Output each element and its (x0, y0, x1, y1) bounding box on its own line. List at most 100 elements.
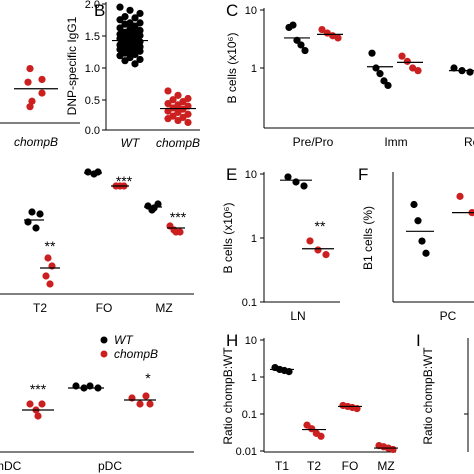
panel-e-wt-point (292, 178, 300, 186)
panel-d-chompb-point (176, 228, 184, 236)
panel-d-wt-point (28, 208, 36, 216)
panel-c-chompb-point (414, 67, 422, 75)
panel-b-ylabel: DNP-specific IgG1 (65, 16, 79, 115)
panel-d-wt-point (36, 210, 44, 218)
panel-a-point (28, 97, 36, 105)
panel-b: B 0.0 0.5 1.0 1.5 2.0 DNP-specific IgG1 … (65, 0, 200, 150)
panel-b-ytick-2: 1.0 (85, 63, 100, 75)
panel-h-ytick-0.01: 0.01 (236, 446, 257, 458)
panel-d-sig-mz: *** (170, 209, 187, 225)
panel-d: T2 FO MZ ** *** *** (0, 168, 194, 315)
panel-a-point (24, 78, 32, 86)
panel-c-points (284, 21, 474, 90)
panel-g-chompb-point (136, 400, 144, 408)
panel-d-xtick-t2: T2 (33, 301, 47, 315)
panel-d-wt-point (94, 168, 102, 176)
panel-b-ytick-1: 0.5 (85, 95, 100, 107)
panel-f-points (406, 192, 474, 257)
panel-g-chompb-point (26, 400, 34, 408)
panel-e-chompb-point (322, 251, 330, 259)
panel-c-chompb-point (398, 52, 406, 60)
panel-f-wt-point (410, 200, 418, 209)
panel-b-ytick-0: 0.0 (85, 125, 100, 137)
panel-b-wt-point (136, 9, 144, 18)
panel-i: I Ratio chompB:WT (416, 331, 469, 452)
panel-i-ylabel: Ratio chompB:WT (421, 347, 435, 445)
panel-g-chompb-point (38, 400, 46, 408)
panel-b-chompb-point (174, 91, 182, 99)
panel-c-letter: C (226, 1, 238, 20)
panel-c-ytick-1: 1 (251, 63, 257, 75)
panel-g-chompb-point (142, 392, 150, 400)
panel-c: C 10 1 B cells (x10⁶) Pre/Pro Imm Re (225, 1, 474, 149)
panel-f-wt-point (414, 217, 422, 225)
panel-e-wt-point (300, 182, 308, 190)
panel-e-ytick-10: 10 (245, 169, 257, 181)
panel-b-chompb-point (164, 99, 172, 108)
panel-e-sig: ** (315, 218, 326, 234)
panel-c-wt-point (297, 41, 305, 49)
panel-c-ylabel: B cells (x10⁶) (225, 33, 239, 104)
panel-b-chompb-point (184, 118, 192, 127)
panel-b-wt-point (116, 24, 124, 32)
panel-d-points (24, 168, 185, 288)
panel-h-xtick-fo: FO (342, 459, 359, 473)
panel-b-wt-point (116, 45, 124, 53)
panel-c-ytick-10: 10 (245, 5, 257, 17)
panel-b-ytick-3: 1.5 (85, 31, 100, 43)
panel-f-wt-point (418, 237, 426, 245)
panel-b-wt-point (131, 60, 139, 68)
panel-g-chompb-point (34, 412, 42, 420)
panel-c-chompb-point (334, 34, 342, 42)
panel-e-chompb-point (314, 246, 322, 254)
legend-wt-label: WT (114, 333, 134, 347)
panel-f-letter: F (358, 165, 368, 184)
panel-a-points (14, 65, 58, 111)
panel-g-legend: WT chompB (100, 333, 158, 361)
panel-h-ytick-10: 10 (245, 335, 257, 347)
panel-b-ytick-4: 2.0 (85, 0, 100, 11)
panel-g-xtick-pdc: pDC (98, 459, 122, 473)
panel-c-xtick-re: Re (464, 135, 474, 149)
panel-e-chompb-point (306, 237, 314, 245)
panel-a-point (38, 89, 46, 97)
panel-e: E 10 1 0.1 B cells (x10⁶) LN ** (221, 165, 340, 323)
panel-c-chompb-point (318, 25, 326, 34)
panel-b-points (112, 3, 196, 127)
panel-d-wt-point (32, 224, 40, 232)
panel-a-point (38, 75, 46, 84)
panel-h-ytick-1: 1 (251, 372, 257, 384)
panel-b-chompb-point (164, 87, 172, 95)
panel-b-wt-point (126, 6, 134, 14)
panel-b-wt-point (116, 52, 124, 60)
panel-b-wt-point (136, 55, 144, 64)
panel-b-wt-point (121, 57, 129, 65)
legend-chompb-marker (100, 350, 108, 358)
panel-f-xtick-pc: PC (440, 309, 457, 323)
panel-e-xtick-ln: LN (290, 309, 305, 323)
panel-h-xtick-mz: MZ (377, 459, 394, 473)
panel-h-points (270, 363, 398, 454)
panel-h-letter: H (226, 331, 238, 350)
panel-g-xtick-mdc: mDC (0, 459, 22, 473)
panel-g-sig-mdc: *** (30, 381, 47, 397)
panel-a-xtick-chompb: chompB (14, 135, 58, 149)
panel-a-point (26, 103, 34, 111)
panel-a: chompB (0, 65, 80, 149)
panel-c-wt-point (301, 46, 309, 55)
panel-c-wt-point (368, 49, 376, 57)
panel-c-wt-point (466, 68, 474, 76)
panel-c-wt-point (450, 64, 458, 72)
panel-e-letter: E (226, 165, 237, 184)
panel-h-xtick-t2: T2 (307, 459, 321, 473)
legend-wt-marker (100, 336, 108, 344)
panel-b-chompb-point (169, 96, 177, 104)
panel-f: F B1 cells (%) PC (358, 165, 474, 323)
panel-d-wt-point (84, 168, 92, 176)
panel-h-point (308, 425, 316, 433)
panel-i-letter: I (416, 331, 421, 350)
panel-e-points (280, 173, 334, 259)
panel-g-points (22, 382, 156, 420)
panel-e-ytick-0.1: 0.1 (242, 297, 257, 309)
